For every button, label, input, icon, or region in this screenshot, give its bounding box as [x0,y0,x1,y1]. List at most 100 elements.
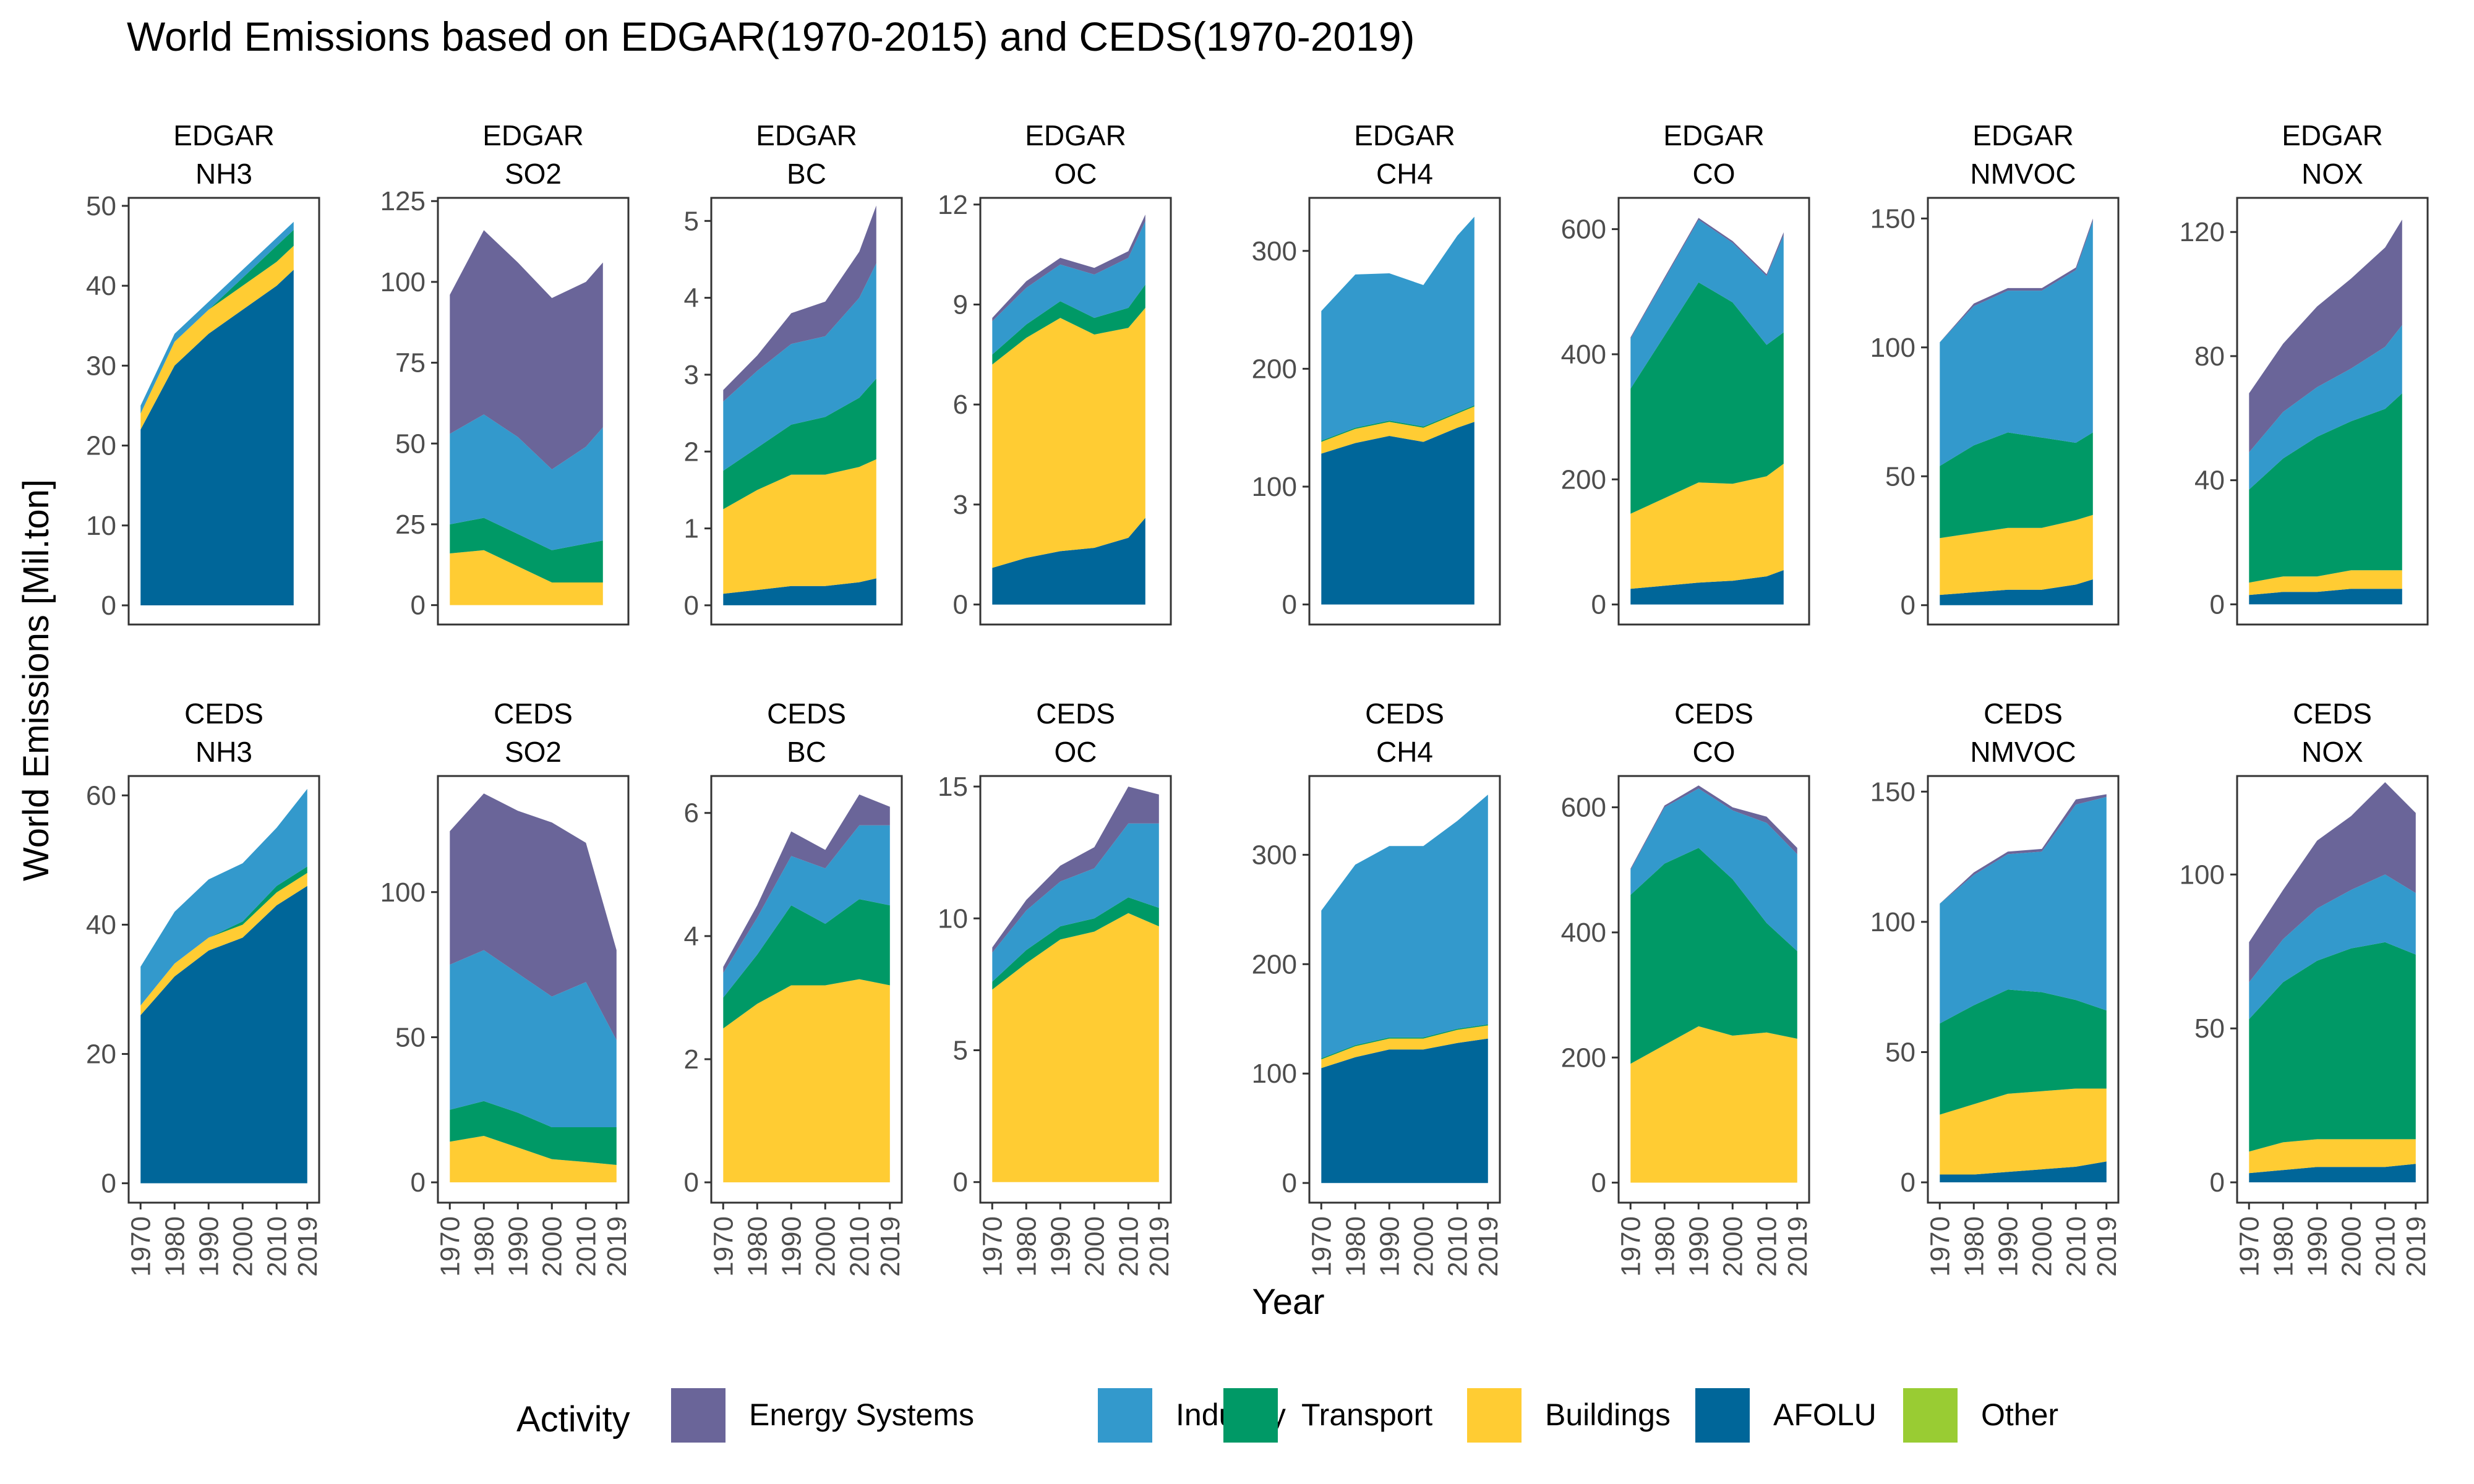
panel-edgar-nmvoc: EDGAR NMVOC 0 50 100 150 [1870,119,2120,626]
y-tick-label: 200 [1252,949,1297,979]
area-buildings [450,550,603,605]
panel-border [979,197,1172,626]
panel-border [1617,197,1810,626]
area-transport [1940,989,2107,1115]
area-industry [992,823,1159,982]
strip-label-pollutant: NH3 [195,736,252,768]
x-tick-label: 2019 [875,1216,905,1277]
panel-edgar-nh3: EDGAR NH3 0 10 20 30 40 50 [86,119,320,626]
y-tick-label: 0 [1901,1167,1915,1198]
x-tick-label: 1970 [708,1216,738,1277]
x-tick-label: 1990 [194,1216,224,1277]
y-tick-label: 0 [2210,589,2225,620]
strip-label-pollutant: NOX [2301,736,2363,768]
y-tick-label: 3 [953,490,968,520]
panel-border [2236,197,2429,626]
area-afolu [1321,1038,1488,1183]
area-transport [140,866,307,1006]
area-energy-systems [2249,782,2416,983]
strip-label-source: EDGAR [482,119,584,151]
area-afolu [2249,589,2402,605]
strip-label-pollutant: BC [787,736,826,768]
area-industry [2249,325,2402,490]
y-tick-label: 2 [684,437,699,467]
strip-label-pollutant: CH4 [1376,736,1433,768]
y-tick-label: 50 [395,1022,426,1052]
strip-label-source: EDGAR [1972,119,2074,151]
y-tick-label: 0 [953,590,968,620]
y-tick-label: 40 [86,910,116,940]
panel-edgar-nox: EDGAR NOX 0 40 80 120 [2180,119,2429,626]
strip-label-source: CEDS [2293,697,2372,730]
y-tick-label: 20 [86,1039,116,1070]
y-tick-label: 100 [2180,859,2225,890]
strip-label-source: CEDS [767,697,846,730]
y-tick-label: 300 [1252,840,1297,870]
panel-border [710,775,903,1204]
y-tick-label: 150 [1870,777,1915,807]
y-tick-label: 100 [1870,333,1915,363]
area-transport [723,899,890,1029]
y-tick-label: 5 [953,1036,968,1066]
panel-ceds-nox: CEDS NOX 0 50 100 1970 1980 1990 2000 2010 2019 [2180,697,2431,1277]
y-tick-label: 200 [1252,354,1297,384]
x-tick-label: 1980 [1650,1216,1680,1277]
y-tick-label: 100 [1252,1059,1297,1089]
area-buildings [140,872,307,1015]
y-tick-label: 0 [1901,591,1915,621]
panel-ceds-ch4: CEDS CH4 0 100 200 300 1970 1980 1990 2000 2010 201… [1252,697,1504,1277]
x-tick-label: 1970 [435,1216,465,1277]
y-tick-label: 200 [1561,464,1606,495]
x-tick-label: 2000 [537,1216,567,1277]
area-afolu [1940,1161,2107,1183]
y-tick-label: 0 [411,1167,426,1198]
x-tick-label: 2019 [1473,1216,1504,1277]
area-buildings [140,245,294,430]
x-tick-label: 1990 [776,1216,807,1277]
area-transport [1630,282,1784,514]
y-tick-label: 125 [380,186,426,216]
x-tick-label: 2000 [1079,1216,1110,1277]
y-tick-label: 150 [1870,203,1915,234]
x-tick-label: 2000 [2027,1216,2057,1277]
panel-edgar-co: EDGAR CO 0 200 400 600 [1561,119,1810,626]
y-tick-label: 0 [1591,1168,1606,1198]
y-tick-label: 5 [684,206,699,236]
x-tick-label: 1990 [503,1216,533,1277]
area-buildings [1321,406,1475,454]
y-tick-label: 6 [953,390,968,420]
x-tick-label: 2000 [810,1216,841,1277]
y-tick-label: 50 [1885,461,1915,492]
panel-edgar-bc: EDGAR BC 0 1 2 3 4 5 [684,119,903,626]
area-industry [140,221,294,414]
y-tick-label: 0 [953,1167,968,1198]
y-tick-label: 100 [380,267,426,297]
panel-ceds-oc: CEDS OC 0 5 10 15 1970 1980 1990 2000 2010 2019 [938,697,1175,1277]
area-afolu [2249,1164,2416,1183]
x-tick-label: 1970 [1616,1216,1646,1277]
strip-label-source: EDGAR [756,119,857,151]
strip-label-source: CEDS [1365,697,1444,730]
panel-border [1927,775,2120,1204]
y-tick-label: 400 [1561,918,1606,948]
strip-label-pollutant: CH4 [1376,158,1433,190]
x-tick-label: 1980 [469,1216,499,1277]
y-tick-label: 50 [395,429,426,459]
area-afolu [992,518,1145,605]
y-tick-label: 3 [684,360,699,390]
area-industry [1321,216,1475,441]
y-tick-label: 0 [2210,1167,2225,1198]
legend-key-industry [1098,1388,1152,1443]
panel-border [979,775,1172,1204]
panel-ceds-nmvoc: CEDS NMVOC 0 50 100 150 1970 1980 1990 2000 2010 20… [1870,697,2122,1277]
area-transport [1321,1024,1488,1060]
y-tick-label: 0 [101,591,116,621]
legend-label-energy-systems: Energy Systems [749,1397,974,1432]
strip-label-source: EDGAR [173,119,275,151]
x-tick-label: 1980 [160,1216,190,1277]
strip-label-source: EDGAR [1663,119,1765,151]
area-energy-systems [450,230,603,470]
x-tick-label: 1970 [2234,1216,2264,1277]
y-tick-label: 20 [86,431,116,461]
strip-label-pollutant: CO [1693,158,1736,190]
